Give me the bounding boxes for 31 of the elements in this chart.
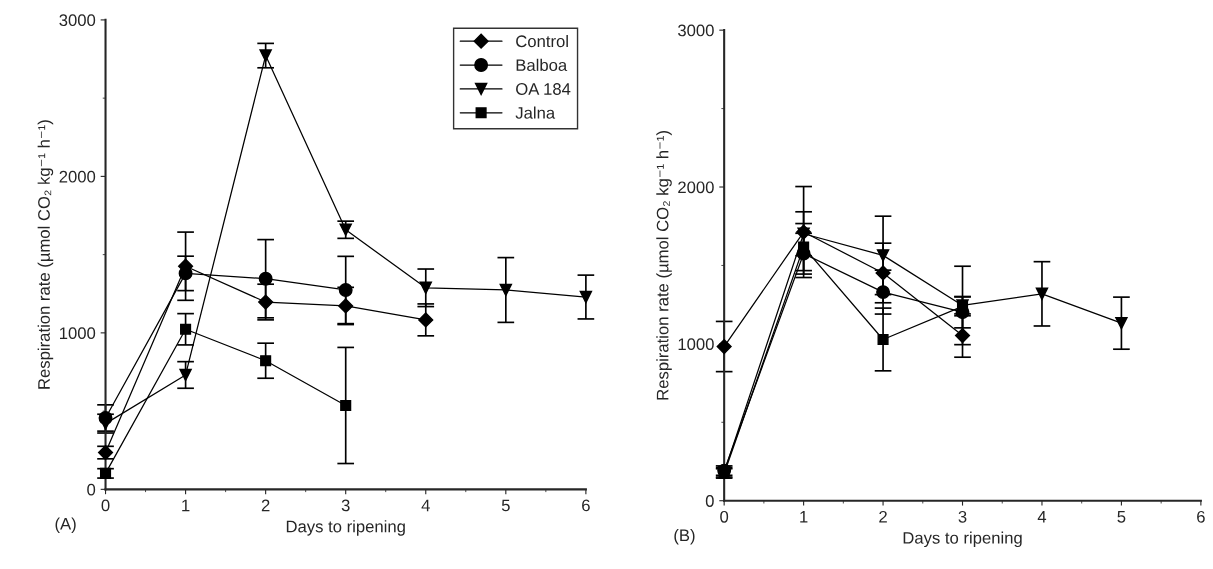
text: (A) bbox=[55, 517, 76, 534]
y-tick-label: 1000 bbox=[678, 338, 714, 351]
y-tick-label: 2000 bbox=[59, 170, 96, 183]
x-tick-label: 3 bbox=[341, 499, 350, 512]
x-tick-label: 0 bbox=[101, 499, 110, 512]
x-axis-title: Days to ripening bbox=[286, 520, 405, 536]
y-tick-label: 3000 bbox=[59, 14, 96, 27]
y-axis-title: Respiration rate (µmol CO₂ kg⁻¹ h⁻¹) bbox=[37, 120, 54, 389]
y-tick-label: 0 bbox=[87, 483, 96, 496]
legend-label: OA 184 bbox=[516, 83, 571, 95]
x-tick-label: 1 bbox=[800, 511, 808, 523]
y-axis-title: Respiration rate (µmol CO₂ kg⁻¹ h⁻¹) bbox=[656, 131, 672, 400]
x-axis-title: Days to ripening bbox=[903, 531, 1022, 548]
x-tick-label: 5 bbox=[1117, 511, 1126, 523]
x-tick-label: 6 bbox=[582, 499, 590, 512]
x-tick-label: 5 bbox=[501, 499, 510, 512]
x-tick-label: 0 bbox=[720, 510, 729, 523]
x-tick-label: 6 bbox=[1197, 510, 1205, 523]
x-tick-label: 4 bbox=[421, 499, 430, 512]
y-tick-label: 2000 bbox=[678, 181, 714, 194]
text: (B) bbox=[674, 528, 695, 545]
y-tick-label: 3000 bbox=[678, 24, 714, 37]
legend-label: Jalna bbox=[515, 106, 556, 119]
x-tick-label: 3 bbox=[958, 510, 967, 523]
x-tick-label: 2 bbox=[261, 499, 270, 512]
legend-label: Control bbox=[516, 34, 568, 48]
y-tick-label: 1000 bbox=[60, 327, 96, 340]
x-tick-label: 4 bbox=[1037, 511, 1047, 523]
legend-label: Balboa bbox=[516, 58, 568, 72]
x-tick-label: 2 bbox=[879, 510, 887, 523]
x-tick-label: 1 bbox=[182, 499, 190, 512]
